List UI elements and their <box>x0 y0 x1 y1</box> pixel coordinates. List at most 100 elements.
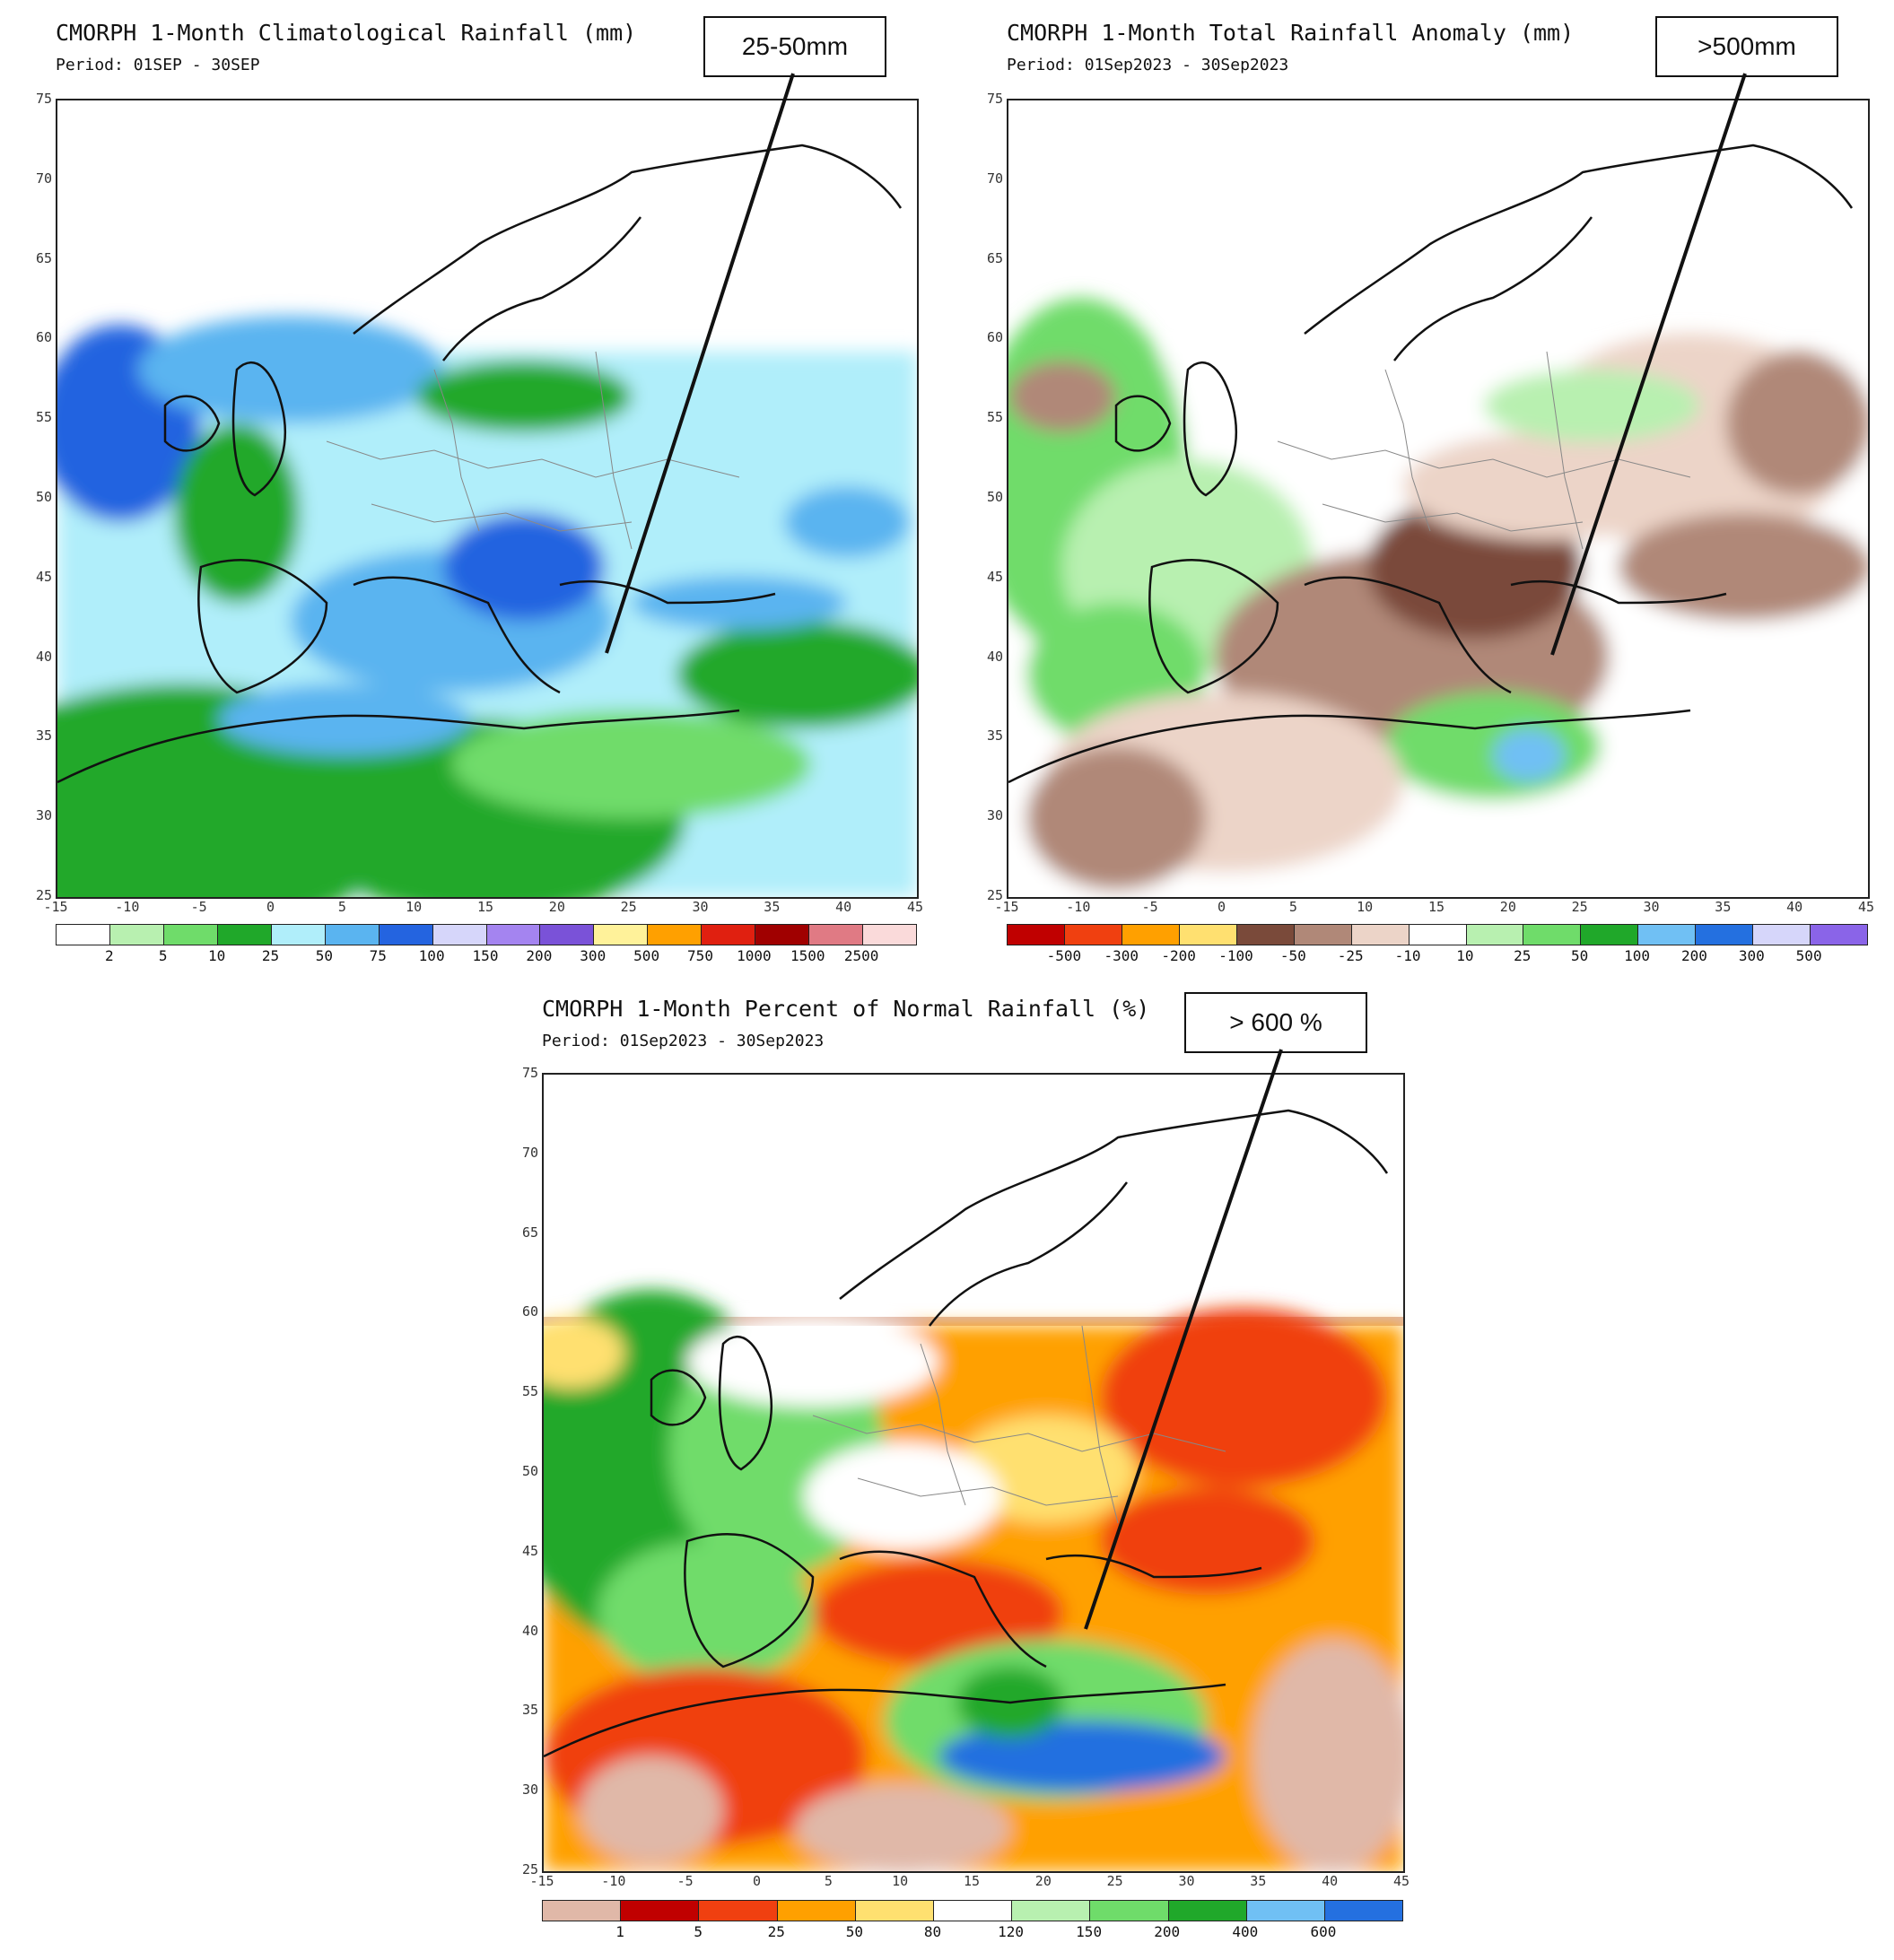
lon-tick-label: 35 <box>1250 1873 1267 1889</box>
map-period: Period: 01Sep2023 - 30Sep2023 <box>1007 56 1289 74</box>
colorbar-swatch <box>1811 925 1868 945</box>
colorbar-label: 25 <box>1514 947 1532 964</box>
colorbar-swatch <box>1753 925 1811 945</box>
lat-tick-label: 60 <box>35 329 52 346</box>
colorbar-label: 1000 <box>737 947 772 964</box>
colorbar-swatch <box>379 925 433 945</box>
colorbar-label: 10 <box>207 947 226 964</box>
lat-tick-label: 55 <box>35 409 52 426</box>
lat-tick-label: 35 <box>35 727 52 745</box>
colorbar-swatch <box>755 925 810 945</box>
lat-tick-label: 45 <box>35 568 52 585</box>
map-title: CMORPH 1-Month Climatological Rainfall (… <box>56 20 637 46</box>
lat-tick-label: 60 <box>521 1303 538 1320</box>
lon-tick-label: 30 <box>692 899 709 915</box>
lon-tick-label: -5 <box>190 899 207 915</box>
colorbar-label: 1 <box>615 1923 624 1940</box>
colorbar-label: 2500 <box>843 947 879 964</box>
colorbar-swatch <box>271 925 326 945</box>
colorbar-label: 25 <box>767 1923 785 1940</box>
lon-tick-label: 45 <box>1392 1873 1410 1889</box>
colorbar-swatch <box>1409 925 1467 945</box>
lat-tick-label: 30 <box>521 1781 538 1799</box>
colorbar-swatch <box>1122 925 1180 945</box>
rainfall-map <box>1007 99 1870 899</box>
rainfall-map <box>56 99 919 899</box>
lat-tick-label: 60 <box>986 329 1003 346</box>
colorbar-label: 50 <box>315 947 333 964</box>
lon-tick-label: 10 <box>892 1873 909 1889</box>
lon-tick-label: -10 <box>1066 899 1091 915</box>
lon-tick-label: 20 <box>548 899 565 915</box>
lat-tick-label: 40 <box>986 648 1003 665</box>
map-title: CMORPH 1-Month Percent of Normal Rainfal… <box>542 996 1150 1022</box>
colorbar-label: 150 <box>1076 1923 1103 1940</box>
colorbar-swatch <box>217 925 272 945</box>
colorbar-label: 500 <box>1795 947 1822 964</box>
lon-tick-label: -10 <box>115 899 140 915</box>
colorbar-label: 50 <box>845 1923 863 1940</box>
lat-tick-label: 45 <box>986 568 1003 585</box>
colorbar <box>56 924 917 945</box>
lon-tick-label: 40 <box>835 899 852 915</box>
colorbar-swatch <box>777 1901 856 1921</box>
colorbar-swatch <box>1168 1901 1247 1921</box>
map-period: Period: 01Sep2023 - 30Sep2023 <box>542 1032 825 1050</box>
colorbar-swatch <box>1090 1901 1169 1921</box>
colorbar-swatch <box>1696 925 1754 945</box>
colorbar-swatch <box>1523 925 1582 945</box>
lon-tick-label: 25 <box>620 899 637 915</box>
colorbar-swatch <box>1008 925 1065 945</box>
lat-tick-label: 40 <box>35 648 52 665</box>
colorbar-label: 2 <box>105 947 114 964</box>
colorbar-label: 100 <box>1624 947 1650 964</box>
lon-tick-label: 0 <box>1217 899 1226 915</box>
lat-tick-label: 55 <box>986 409 1003 426</box>
colorbar-swatch <box>1179 925 1237 945</box>
lon-tick-label: 15 <box>963 1873 981 1889</box>
lat-tick-label: 55 <box>521 1383 538 1400</box>
colorbar-swatch <box>1236 925 1295 945</box>
lon-tick-label: 30 <box>1643 899 1660 915</box>
lon-tick-label: 0 <box>266 899 275 915</box>
colorbar-swatch <box>1064 925 1122 945</box>
colorbar-swatch <box>809 925 864 945</box>
colorbar-label: 600 <box>1310 1923 1337 1940</box>
colorbar-swatch <box>863 925 916 945</box>
lon-tick-label: 5 <box>337 899 346 915</box>
lat-tick-label: 75 <box>986 91 1003 107</box>
colorbar-label: 200 <box>1154 1923 1181 1940</box>
colorbar-label: 200 <box>526 947 553 964</box>
lat-tick-label: 50 <box>521 1463 538 1479</box>
colorbar-swatch <box>699 1901 778 1921</box>
colorbar-swatch <box>621 1901 700 1921</box>
colorbar-swatch <box>594 925 649 945</box>
colorbar-swatch <box>1581 925 1639 945</box>
colorbar-label: 150 <box>472 947 499 964</box>
colorbar-swatch <box>1012 1901 1091 1921</box>
map-field <box>57 100 917 897</box>
lat-tick-label: 75 <box>521 1065 538 1081</box>
map-title: CMORPH 1-Month Total Rainfall Anomaly (m… <box>1007 20 1575 46</box>
lat-tick-label: 65 <box>986 249 1003 266</box>
lon-tick-label: 15 <box>1427 899 1445 915</box>
lon-tick-label: 5 <box>824 1873 833 1889</box>
colorbar-label: 5 <box>694 1923 703 1940</box>
colorbar-swatch <box>486 925 541 945</box>
lon-tick-label: 45 <box>1857 899 1875 915</box>
callout-box: > 600 % <box>1184 992 1367 1053</box>
lat-tick-label: 75 <box>35 91 52 107</box>
lat-tick-label: 30 <box>986 807 1003 824</box>
lon-tick-label: 35 <box>764 899 781 915</box>
lon-tick-label: -5 <box>1141 899 1158 915</box>
colorbar-label: -500 <box>1046 947 1082 964</box>
lon-tick-label: 20 <box>1034 1873 1052 1889</box>
colorbar-swatch <box>1351 925 1410 945</box>
map-field <box>1008 100 1868 897</box>
colorbar-swatch <box>109 925 164 945</box>
colorbar-swatch <box>543 1901 622 1921</box>
colorbar-label: -25 <box>1337 947 1364 964</box>
colorbar-label: -50 <box>1279 947 1306 964</box>
lat-tick-label: 70 <box>521 1144 538 1161</box>
colorbar-label: 750 <box>687 947 713 964</box>
